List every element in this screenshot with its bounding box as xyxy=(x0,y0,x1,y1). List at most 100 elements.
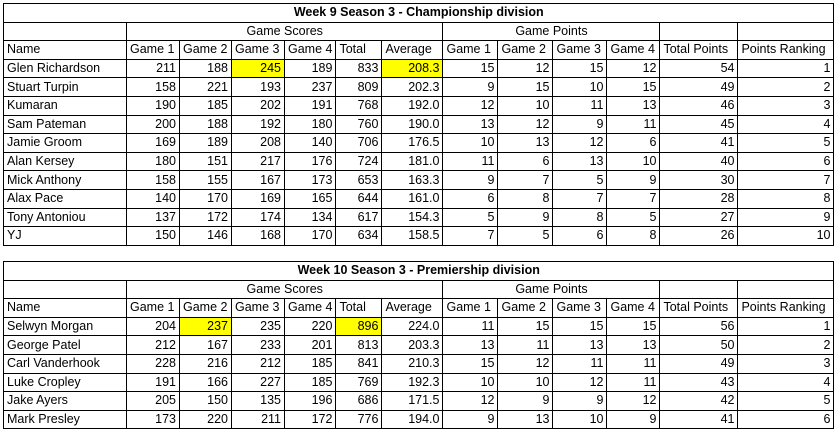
score-cell: 204 xyxy=(126,316,180,337)
score-cell: 10 xyxy=(442,372,499,393)
score-cell: 8 xyxy=(737,188,835,209)
score-cell: 42 xyxy=(659,391,739,411)
table-row: George Patel 212 167 233 201 813 203.3 13 11 13 13… xyxy=(3,335,835,355)
column-header: Game 2 xyxy=(179,40,232,60)
table-row: YJ 150 146 168 170 634 158.5 7 5 6 8 26 10 xyxy=(3,226,835,246)
score-cell: 169 xyxy=(126,133,180,153)
score-cell: 12 xyxy=(442,391,499,411)
score-cell: 46 xyxy=(659,95,739,116)
table-row: Luke Cropley 191 166 227 185 769 192.3 10 10 12 11… xyxy=(3,372,835,393)
score-cell: 191 xyxy=(283,95,337,116)
score-cell: 167 xyxy=(179,335,232,355)
score-cell: 5 xyxy=(606,207,661,228)
score-cell: 15 xyxy=(552,316,608,337)
score-cell: 217 xyxy=(231,151,285,172)
score-cell: 54 xyxy=(659,58,739,79)
score-cell: 6 xyxy=(497,151,554,172)
score-cell: 769 xyxy=(335,372,383,393)
column-header: Average xyxy=(381,298,444,318)
table-title: Week 9 Season 3 - Championship division xyxy=(2,3,835,23)
score-cell: 13 xyxy=(606,335,661,355)
score-cell: 208 xyxy=(231,133,285,153)
score-cell: 12 xyxy=(497,353,554,374)
score-cell: 50 xyxy=(659,335,739,355)
column-header: Game 3 xyxy=(552,40,608,60)
score-cell: 13 xyxy=(442,114,499,135)
column-header: Game 1 xyxy=(126,40,180,60)
score-cell: 189 xyxy=(283,58,337,79)
score-cell: 233 xyxy=(231,335,285,355)
score-cell: 216 xyxy=(179,353,232,374)
score-cell: 15 xyxy=(497,77,554,97)
score-cell: 211 xyxy=(231,409,285,430)
score-cell: 9 xyxy=(442,170,499,190)
score-cell: 173 xyxy=(283,170,337,190)
score-cell: 237 xyxy=(179,316,232,337)
table-row: Carl Vanderhook 228 216 212 185 841 210.3 15 12 1… xyxy=(3,353,835,374)
score-cell: 11 xyxy=(552,353,608,374)
score-cell: 2 xyxy=(737,77,835,97)
score-cell: 10 xyxy=(497,95,554,116)
table-row: Jake Ayers 205 150 135 196 686 171.5 12 9 9 12 42 5 xyxy=(3,391,835,411)
score-cell: 56 xyxy=(659,316,739,337)
score-cell: 706 xyxy=(335,133,383,153)
column-header: Game 4 xyxy=(606,298,661,318)
player-name-cell: George Patel xyxy=(3,335,127,355)
score-cell: 15 xyxy=(606,316,661,337)
column-header: Game 2 xyxy=(179,298,232,318)
score-cell: 154.3 xyxy=(381,207,444,228)
score-cell: 12 xyxy=(552,133,608,153)
table-row: Kumaran 190 185 202 191 768 192.0 12 10 11 13 46 3 xyxy=(3,95,835,116)
table-row: Tony Antoniou 137 172 174 134 617 154.3 5 9 8 5 27 9 xyxy=(3,207,835,228)
column-header: Game 3 xyxy=(231,40,285,60)
blank-cell xyxy=(3,279,127,300)
score-cell: 9 xyxy=(497,207,554,228)
column-header: Game 1 xyxy=(442,298,499,318)
score-cell: 151 xyxy=(179,151,232,172)
score-cell: 137 xyxy=(126,207,180,228)
score-cell: 6 xyxy=(552,226,608,246)
score-cell: 176.5 xyxy=(381,133,444,153)
player-name-cell: Alax Pace xyxy=(3,188,127,209)
score-cell: 166 xyxy=(179,372,232,393)
score-cell: 188 xyxy=(179,114,232,135)
score-cell: 7 xyxy=(497,170,554,190)
score-cell: 15 xyxy=(442,353,499,374)
score-cell: 185 xyxy=(283,372,337,393)
column-header: Total Points xyxy=(659,298,739,318)
table-row: Jamie Groom 169 189 208 140 706 176.5 10 13 12 6 41… xyxy=(3,133,835,153)
column-header: Game 2 xyxy=(497,40,554,60)
score-cell: 9 xyxy=(442,409,499,430)
score-cell: 212 xyxy=(231,353,285,374)
player-name-cell: Glen Richardson xyxy=(3,58,127,79)
player-name-cell: Jamie Groom xyxy=(3,133,127,153)
score-cell: 644 xyxy=(335,188,383,209)
score-cell: 228 xyxy=(126,353,180,374)
game-points-header: Game Points xyxy=(442,279,661,300)
score-cell: 9 xyxy=(606,170,661,190)
score-cell: 180 xyxy=(283,114,337,135)
player-name-cell: Luke Cropley xyxy=(3,372,127,393)
table-row: Mick Anthony 158 155 167 173 653 163.3 9 7 5 9 30 7 xyxy=(3,170,835,190)
score-cell: 634 xyxy=(335,226,383,246)
score-cell: 11 xyxy=(606,372,661,393)
score-cell: 2 xyxy=(737,335,835,355)
score-cell: 49 xyxy=(659,353,739,374)
score-cell: 150 xyxy=(126,226,180,246)
score-cell: 168 xyxy=(231,226,285,246)
score-cell: 170 xyxy=(283,226,337,246)
championship-table: Week 9 Season 3 - Championship division G… xyxy=(2,3,835,246)
score-cell: 185 xyxy=(283,353,337,374)
score-cell: 12 xyxy=(552,372,608,393)
blank-cell xyxy=(3,21,127,42)
score-cell: 155 xyxy=(179,170,232,190)
score-cell: 161.0 xyxy=(381,188,444,209)
score-cell: 237 xyxy=(283,77,337,97)
table-row: Sam Pateman 200 188 192 180 760 190.0 13 12 9 11 45… xyxy=(3,114,835,135)
score-cell: 12 xyxy=(606,58,661,79)
column-header: Points Ranking xyxy=(737,298,835,318)
score-cell: 45 xyxy=(659,114,739,135)
score-cell: 196 xyxy=(283,391,337,411)
score-cell: 686 xyxy=(335,391,383,411)
score-cell: 13 xyxy=(442,335,499,355)
